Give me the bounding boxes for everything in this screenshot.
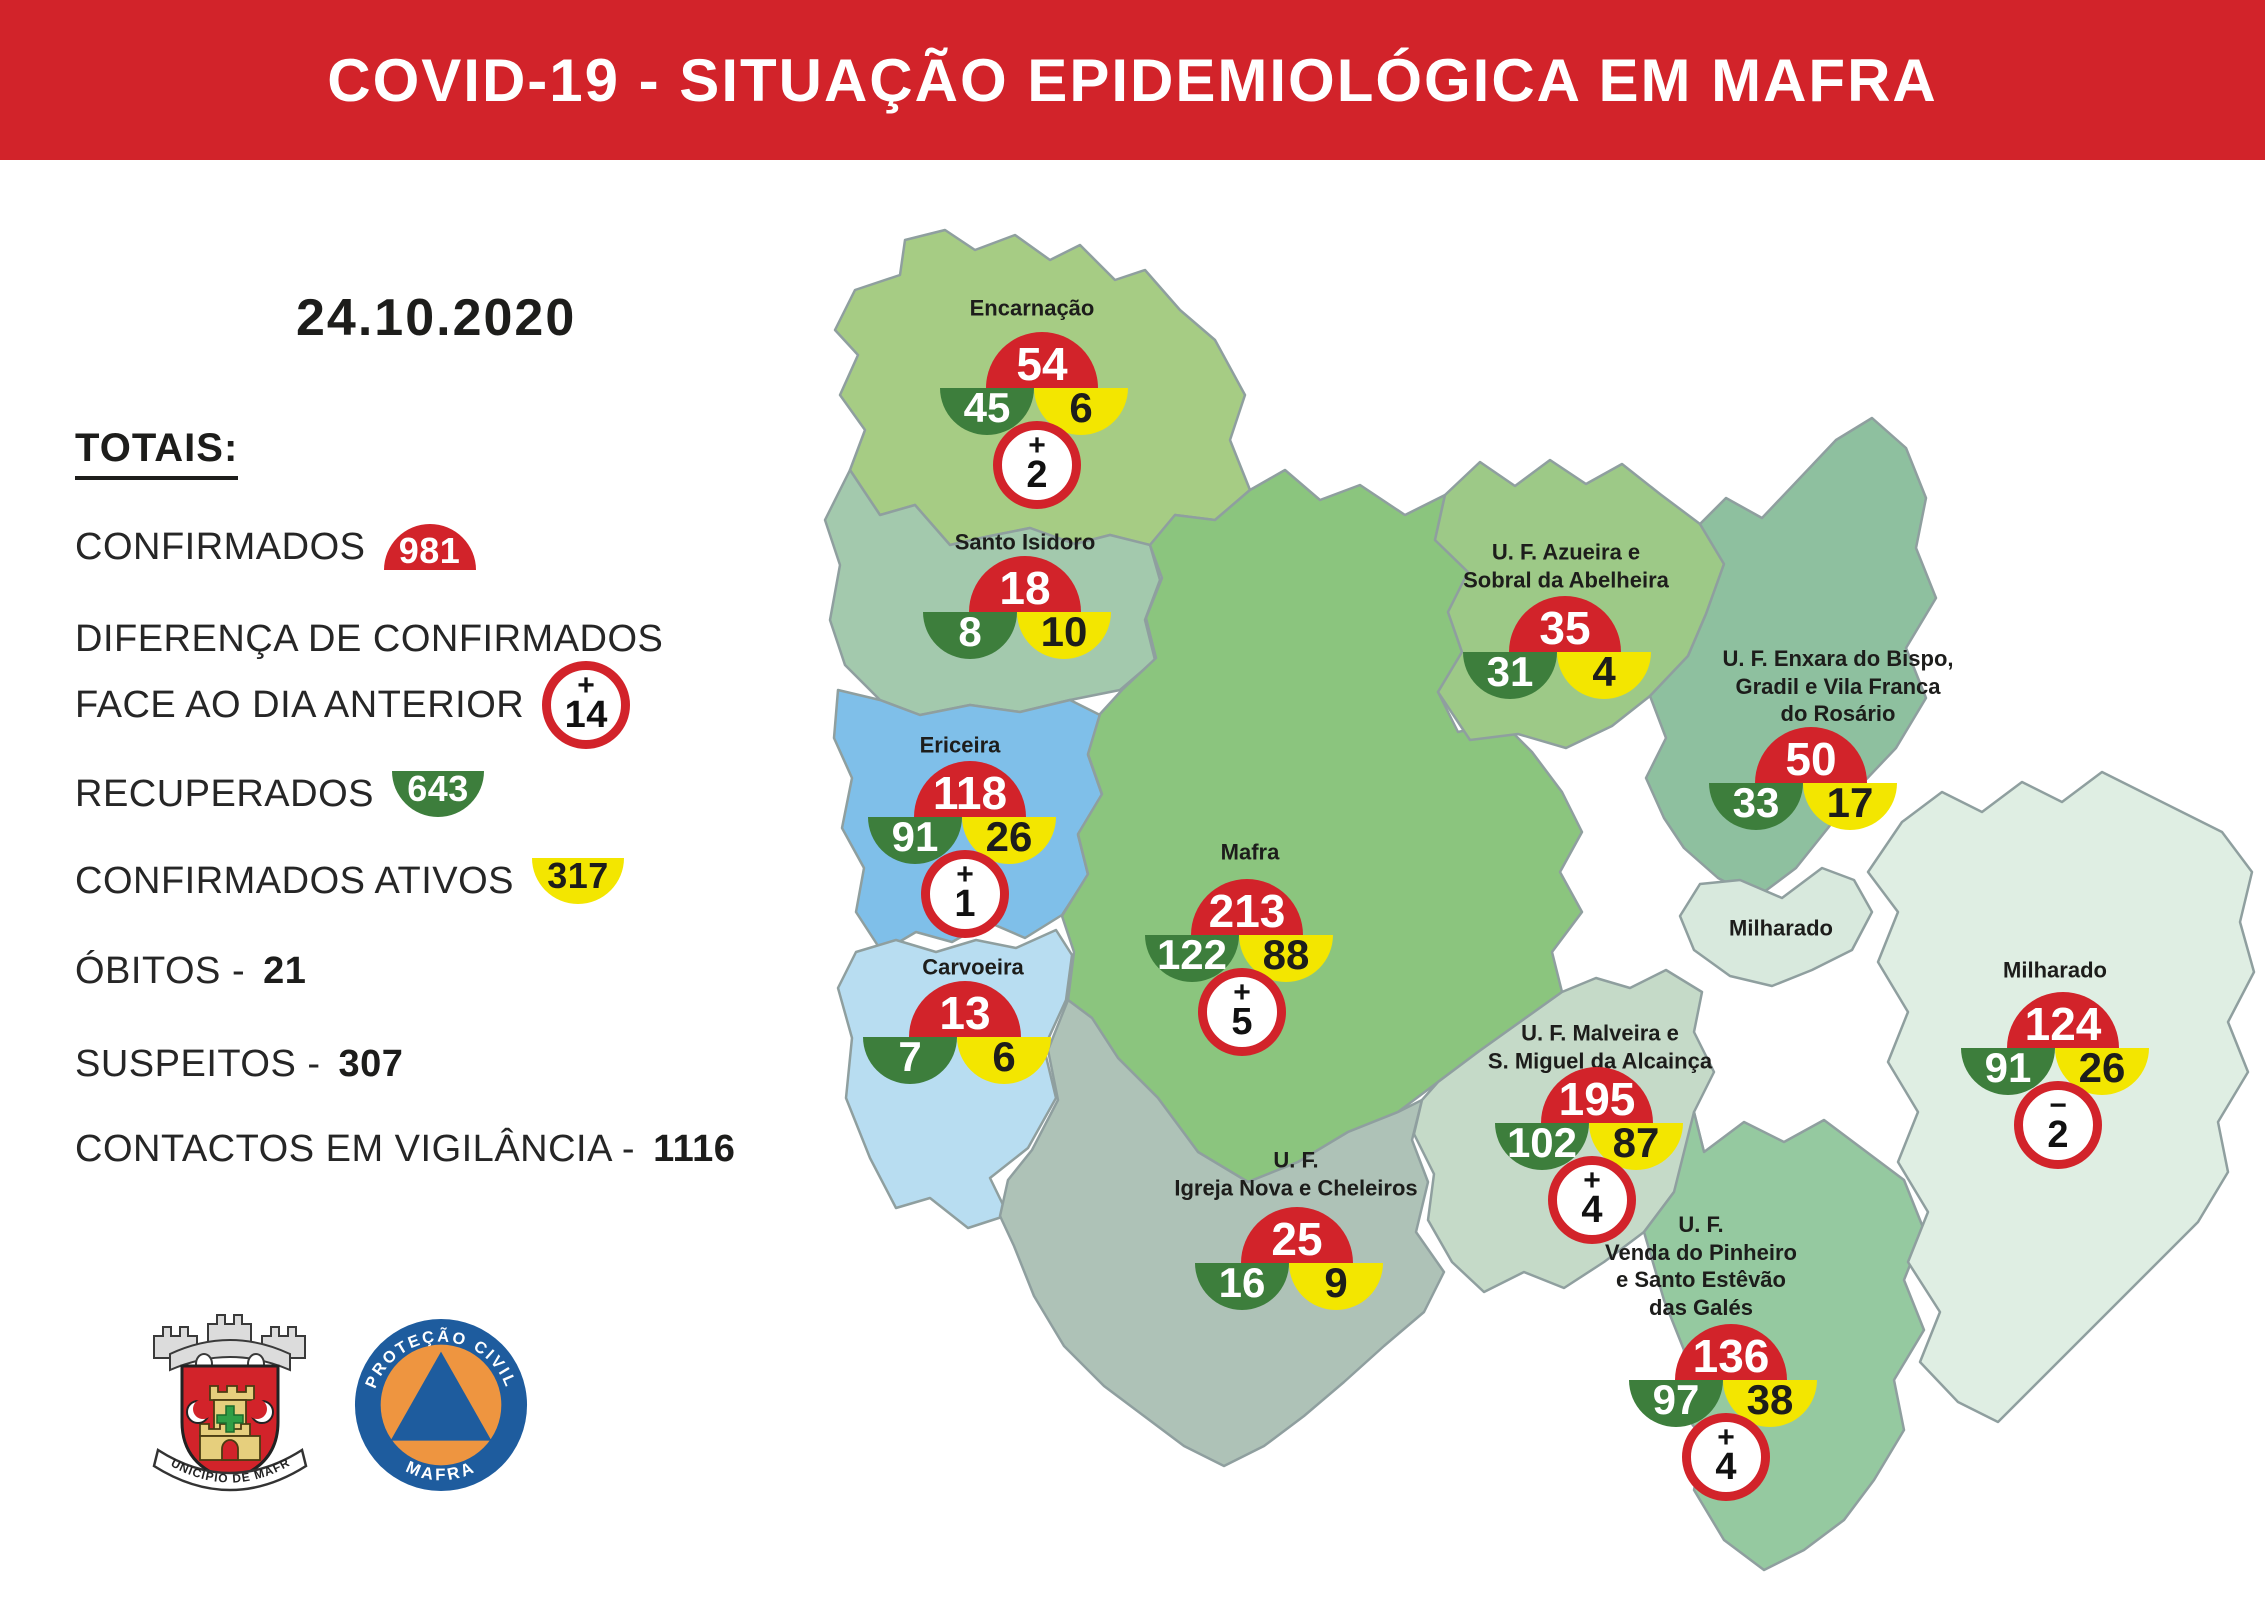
daily-change-badge: +1 [921,850,1009,938]
confirmed-count: 54 [1016,337,1068,390]
contacts-label: CONTACTOS EM VIGILÂNCIA - [75,1128,636,1170]
recovered-count: 122 [1156,931,1228,978]
recovered-count: 8 [958,608,982,655]
recovered-count: 31 [1486,648,1534,695]
mafra-municipality-map [823,228,2256,1572]
suspects-row: SUSPEITOS - 307 [75,1043,403,1086]
contacts-row: CONTACTOS EM VIGILÂNCIA - 1116 [75,1128,735,1171]
recovered-count: 97 [1652,1376,1700,1423]
confirmed-total-label: CONFIRMADOS [75,525,366,568]
recovered-count: 33 [1732,779,1780,826]
deaths-row: ÓBITOS - 21 [75,950,306,993]
active-count: 6 [1069,384,1093,431]
region-shape-venda-do-pinheiro [1642,1110,1926,1572]
active-count: 4 [1592,648,1616,695]
daily-change-badge: +4 [1682,1413,1770,1501]
region-label-milharado: Milharado [2003,957,2107,983]
green-cross [216,1405,244,1433]
active-total-row: CONFIRMADOS ATIVOS 317 [75,855,625,904]
confirmed-badge: 118 [914,761,1026,817]
civil-protection-triangle [390,1351,492,1441]
daily-change-badge: +4 [1548,1156,1636,1244]
confirmed-count: 35 [1539,601,1591,654]
confirmed-badge: 124 [2007,992,2119,1048]
region-shape-milharado-exclave [1678,866,1874,988]
confirmed-badge: 195 [1541,1067,1653,1123]
difference-text-1: DIFERENÇA DE CONFIRMADOS [75,618,664,660]
confirmed-count: 18 [999,561,1051,614]
confirmed-total-row: CONFIRMADOS 981 [75,524,476,570]
confirmed-count: 195 [1558,1072,1636,1125]
active-total-value: 317 [547,855,609,896]
recovered-count: 91 [891,813,939,860]
recovered-count: 7 [898,1033,922,1080]
confirmed-count: 25 [1271,1212,1323,1265]
region-label-igreja-nova: U. F. Igreja Nova e Cheleiros [1174,1147,1418,1201]
suspects-label: SUSPEITOS - [75,1043,321,1085]
difference-badge: + 14 [542,661,631,749]
page-title: COVID-19 - SITUAÇÃO EPIDEMIOLÓGICA EM MA… [327,46,1938,114]
region-shape-carvoeira [836,928,1074,1230]
region-shape-igreja-nova [998,998,1446,1468]
active-count: 17 [1826,779,1874,826]
confirmed-count: 124 [2024,997,2102,1050]
crescents [186,1399,274,1424]
active-count: 26 [2078,1044,2126,1091]
recovered-total-label: RECUPERADOS [75,772,374,815]
region-label-carvoeira: Carvoeira [922,954,1024,980]
contacts-value: 1116 [653,1128,736,1170]
difference-row: FACE AO DIA ANTERIOR + 14 [75,661,631,749]
active-count: 10 [1040,608,1088,655]
difference-label-line1: DIFERENÇA DE CONFIRMADOS [75,618,663,661]
daily-change-badge: +2 [993,421,1081,509]
suspects-value: 307 [338,1043,404,1085]
civil-protection-logo: PROTEÇÃO CIVIL MAFRA [354,1318,528,1492]
difference-value: 14 [564,693,608,736]
region-label-ericeira: Ericeira [919,732,1001,758]
deaths-value: 21 [263,950,307,992]
deaths-label: ÓBITOS - [75,950,246,992]
daily-change-badge: −2 [2014,1081,2102,1169]
region-label-encarnacao: Encarnação [969,295,1095,321]
region-label-mafra: Mafra [1220,839,1280,865]
confirmed-badge: 136 [1675,1324,1787,1380]
active-count: 88 [1262,931,1310,978]
daily-change-badge: +5 [1198,968,1286,1056]
confirmed-count: 50 [1785,732,1837,785]
recovered-count: 16 [1218,1259,1266,1306]
recovered-count: 102 [1506,1119,1578,1166]
confirmed-count: 118 [932,766,1008,819]
region-label-azueira: U. F. Azueira e Sobral da Abelheira [1463,539,1669,593]
difference-text-2: FACE AO DIA ANTERIOR [75,683,525,726]
active-total-label: CONFIRMADOS ATIVOS [75,859,515,902]
difference-sign: + [577,669,596,703]
confirmed-total-badge: 981 [383,524,476,572]
confirmed-badge: 213 [1191,879,1303,935]
recovered-total-value: 643 [407,768,469,809]
region-label-milharado-exclave: Milharado [1729,915,1833,941]
totals-heading: TOTAIS: [75,426,239,480]
ribbon [152,1448,308,1492]
report-date: 24.10.2020 [296,289,577,347]
active-count: 6 [992,1033,1016,1080]
confirmed-count: 136 [1692,1329,1770,1382]
active-count: 87 [1612,1119,1660,1166]
header-banner: COVID-19 - SITUAÇÃO EPIDEMIOLÓGICA EM MA… [0,0,2265,160]
active-count: 26 [985,813,1033,860]
confirmed-count: 13 [939,986,991,1039]
region-label-venda-do-pinheiro: U. F. Venda do Pinheiro e Santo Estêvão das… [1605,1212,1797,1320]
region-label-enxara: U. F. Enxara do Bispo, Gradil e Vila Fran… [1722,645,1954,726]
recovered-total-badge: 643 [392,771,484,817]
confirmed-total-value: 981 [398,530,461,572]
confirmed-count: 213 [1208,884,1286,937]
active-count: 9 [1324,1259,1348,1306]
recovered-total-row: RECUPERADOS 643 [75,771,484,817]
recovered-count: 91 [1984,1044,2032,1091]
municipality-coat-of-arms-logo: MUNICÍPIO DE MAFRA [140,1300,308,1492]
recovered-count: 45 [963,384,1011,431]
active-count: 38 [1746,1376,1794,1423]
region-label-santo-isidoro: Santo Isidoro [954,529,1096,555]
